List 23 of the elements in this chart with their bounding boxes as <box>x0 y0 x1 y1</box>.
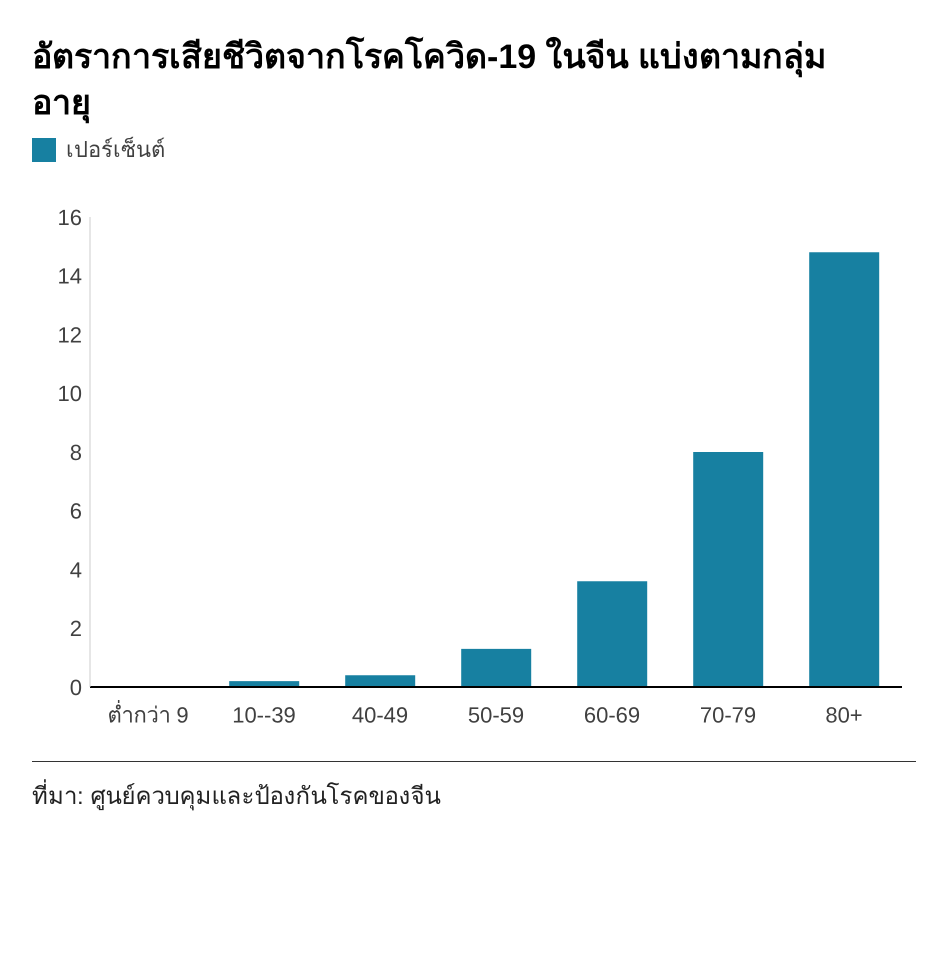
bar <box>809 252 880 687</box>
bar <box>577 581 648 687</box>
text: ที่มา: ศูนย์ควบคุมและป้องกันโรคของจีน <box>32 778 442 812</box>
y-tick-label: 14 <box>58 264 82 289</box>
y-tick-label: 12 <box>58 322 82 348</box>
x-tick-label: 50-59 <box>468 702 524 728</box>
y-tick-label: 16 <box>58 204 82 230</box>
y-tick-label: 0 <box>70 674 82 700</box>
y-tick-label: 4 <box>70 557 82 582</box>
x-tick-label: 60-69 <box>584 702 640 728</box>
x-tick-label: 70-79 <box>700 702 756 728</box>
legend-label: เปอร์เซ็นต์ <box>66 136 165 164</box>
y-tick-label: 10 <box>58 381 82 406</box>
chart-title: อัตราการเสียชีวิตจากโรคโควิด-19 ในจีน แบ่งตามกลุ่มอายุ <box>31 36 828 126</box>
bar <box>693 452 764 687</box>
x-tick-label: ต่ำกว่า 9 <box>107 700 189 728</box>
x-tick-label: 10--39 <box>232 702 296 728</box>
x-tick-label: 80+ <box>825 702 863 728</box>
y-tick-label: 8 <box>70 440 82 465</box>
bar <box>461 648 532 687</box>
y-tick-label: 2 <box>70 616 82 642</box>
x-tick-label: 40-49 <box>352 702 408 728</box>
y-tick-label: 6 <box>70 498 82 524</box>
